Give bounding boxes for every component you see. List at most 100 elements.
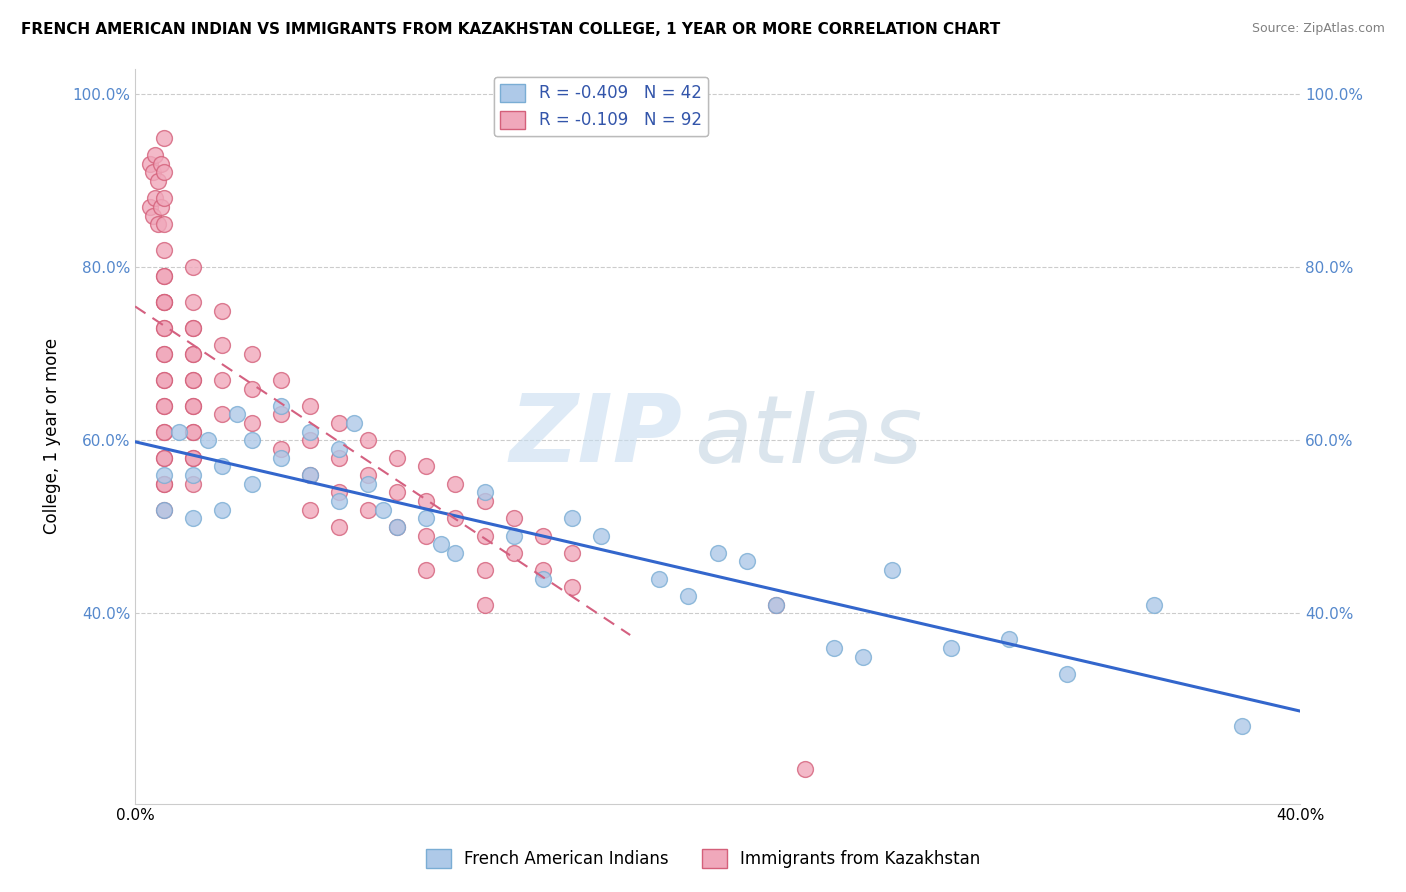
Point — [298, 502, 321, 516]
Point — [298, 434, 321, 448]
Point — [387, 520, 409, 534]
Point — [939, 640, 962, 655]
Point — [153, 217, 176, 231]
Point — [1230, 719, 1253, 733]
Point — [153, 295, 176, 310]
Point — [474, 598, 496, 612]
Point — [183, 347, 205, 361]
Point — [183, 450, 205, 465]
Point — [153, 502, 176, 516]
Point — [183, 260, 205, 275]
Point — [357, 467, 380, 482]
Point — [502, 528, 524, 542]
Point — [387, 520, 409, 534]
Point — [342, 416, 364, 430]
Point — [240, 416, 263, 430]
Point — [474, 494, 496, 508]
Point — [444, 476, 467, 491]
Point — [145, 148, 167, 162]
Point — [153, 243, 176, 257]
Point — [415, 563, 437, 577]
Point — [240, 347, 263, 361]
Point — [153, 295, 176, 310]
Point — [197, 434, 219, 448]
Point — [183, 467, 205, 482]
Point — [183, 321, 205, 335]
Point — [357, 476, 380, 491]
Text: ZIP: ZIP — [510, 390, 682, 482]
Point — [328, 485, 350, 500]
Point — [183, 321, 205, 335]
Point — [183, 450, 205, 465]
Point — [882, 563, 904, 577]
Point — [415, 494, 437, 508]
Point — [415, 511, 437, 525]
Point — [153, 467, 176, 482]
Point — [415, 459, 437, 474]
Point — [153, 269, 176, 284]
Point — [153, 502, 176, 516]
Point — [183, 511, 205, 525]
Text: FRENCH AMERICAN INDIAN VS IMMIGRANTS FROM KAZAKHSTAN COLLEGE, 1 YEAR OR MORE COR: FRENCH AMERICAN INDIAN VS IMMIGRANTS FRO… — [21, 22, 1000, 37]
Point — [183, 425, 205, 439]
Point — [240, 434, 263, 448]
Point — [502, 546, 524, 560]
Y-axis label: College, 1 year or more: College, 1 year or more — [44, 338, 60, 534]
Point — [183, 425, 205, 439]
Point — [387, 485, 409, 500]
Point — [183, 347, 205, 361]
Point — [531, 572, 554, 586]
Point — [706, 546, 728, 560]
Point — [328, 416, 350, 430]
Point — [183, 373, 205, 387]
Point — [153, 476, 176, 491]
Point — [793, 762, 815, 776]
Point — [167, 425, 190, 439]
Point — [1056, 666, 1078, 681]
Point — [153, 165, 176, 179]
Point — [298, 467, 321, 482]
Point — [474, 485, 496, 500]
Point — [561, 581, 583, 595]
Point — [211, 373, 233, 387]
Point — [138, 200, 160, 214]
Point — [765, 598, 787, 612]
Point — [153, 347, 176, 361]
Point — [444, 546, 467, 560]
Point — [270, 450, 292, 465]
Point — [153, 373, 176, 387]
Legend: French American Indians, Immigrants from Kazakhstan: French American Indians, Immigrants from… — [419, 843, 987, 875]
Point — [153, 347, 176, 361]
Point — [823, 640, 845, 655]
Point — [430, 537, 453, 551]
Point — [183, 399, 205, 413]
Legend: R = -0.409   N = 42, R = -0.109   N = 92: R = -0.409 N = 42, R = -0.109 N = 92 — [494, 77, 709, 136]
Point — [240, 382, 263, 396]
Point — [153, 130, 176, 145]
Point — [183, 399, 205, 413]
Point — [298, 425, 321, 439]
Point — [357, 502, 380, 516]
Point — [153, 295, 176, 310]
Point — [226, 408, 249, 422]
Point — [270, 442, 292, 456]
Point — [153, 450, 176, 465]
Point — [1143, 598, 1166, 612]
Point — [153, 399, 176, 413]
Text: atlas: atlas — [695, 391, 922, 482]
Point — [852, 649, 875, 664]
Point — [474, 528, 496, 542]
Point — [765, 598, 787, 612]
Point — [357, 434, 380, 448]
Point — [270, 373, 292, 387]
Point — [153, 191, 176, 205]
Point — [153, 450, 176, 465]
Point — [153, 373, 176, 387]
Point — [148, 174, 170, 188]
Point — [150, 200, 173, 214]
Point — [415, 528, 437, 542]
Point — [183, 476, 205, 491]
Point — [240, 476, 263, 491]
Point — [153, 269, 176, 284]
Point — [328, 494, 350, 508]
